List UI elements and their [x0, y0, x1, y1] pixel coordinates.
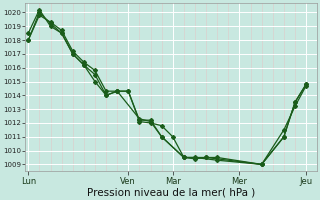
- X-axis label: Pression niveau de la mer( hPa ): Pression niveau de la mer( hPa ): [87, 187, 255, 197]
